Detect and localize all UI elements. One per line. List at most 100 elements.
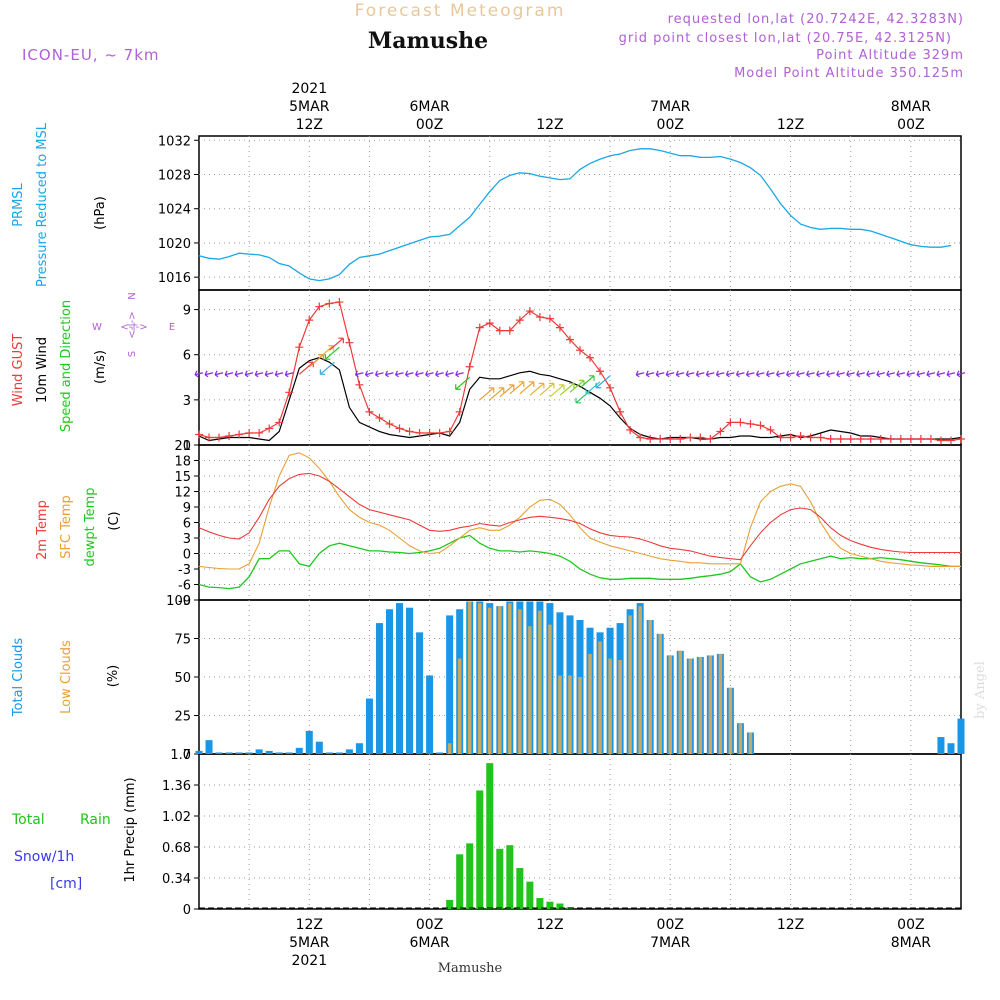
compass-south: S bbox=[127, 351, 138, 357]
total-cloud-bar bbox=[285, 752, 293, 754]
total-cloud-bar bbox=[235, 752, 243, 754]
active-wind-arrow bbox=[549, 384, 565, 398]
y-tick-label: 1.7 bbox=[170, 748, 191, 763]
gust-marker bbox=[555, 323, 564, 332]
total-cloud-bar bbox=[345, 749, 353, 754]
low-cloud-bar bbox=[588, 653, 592, 754]
wind-direction-arrow bbox=[394, 370, 404, 378]
y-tick-label: 0 bbox=[183, 439, 191, 454]
wind-direction-arrow bbox=[224, 370, 234, 378]
wind-direction-arrow bbox=[284, 370, 294, 378]
time-axis-labels: 2021 5MAR 12Z 6MAR 00Z 12Z 7MAR 00Z 12Z 8MAR 00Z 12… bbox=[289, 81, 931, 969]
low-cloud-bar bbox=[558, 675, 562, 754]
bottom-location: Mamushe bbox=[438, 961, 503, 976]
total-cloud-bar bbox=[406, 607, 414, 754]
gust-marker bbox=[515, 316, 524, 325]
active-wind-arrow bbox=[529, 382, 545, 396]
precip-labels: Total Rain Snow/1h [cm] 1hr Precip (mm) bbox=[11, 777, 138, 892]
low-cloud-bar bbox=[688, 658, 693, 754]
top-time-label: 6MAR bbox=[409, 99, 450, 115]
requested-coords: requested lon,lat (20.7242E, 42.3283N) bbox=[668, 12, 964, 27]
snow-label: Snow/1h bbox=[14, 849, 74, 865]
y-tick-label: 100 bbox=[166, 594, 191, 609]
gust-marker bbox=[576, 346, 584, 355]
total-cloud-bar bbox=[255, 749, 263, 754]
gust-marker bbox=[926, 434, 935, 443]
bottom-time-label: 00Z bbox=[657, 917, 684, 933]
gust-marker bbox=[886, 434, 895, 443]
gust-marker bbox=[586, 353, 595, 362]
gust-label: Wind GUST bbox=[11, 334, 26, 407]
pressure-labels: PRMSL Pressure Reduced to MSL (hPa) bbox=[11, 122, 108, 287]
gust-marker bbox=[475, 323, 484, 332]
wind-direction-arrow bbox=[755, 370, 765, 378]
wind-direction-arrow bbox=[916, 370, 926, 378]
cloud-unit: (%) bbox=[106, 665, 121, 688]
gust-marker bbox=[565, 335, 574, 344]
y-tick-label: 25 bbox=[174, 710, 191, 725]
tick-labels: 101610201024102810320369-9-6-30369121518… bbox=[158, 134, 191, 918]
series-layer bbox=[194, 148, 966, 909]
gust-marker bbox=[495, 326, 504, 335]
y-tick-label: 0.34 bbox=[162, 872, 191, 887]
y-tick-label: 9 bbox=[183, 501, 191, 516]
gust-marker bbox=[215, 433, 224, 442]
gust-marker bbox=[856, 434, 865, 443]
wind-direction-arrow bbox=[896, 370, 905, 378]
sfc-label: SFC Temp bbox=[59, 495, 74, 559]
rain-bar bbox=[556, 903, 564, 909]
wind-direction-arrow bbox=[364, 370, 374, 378]
gust-marker bbox=[235, 430, 244, 439]
low-cloud-bar bbox=[708, 655, 713, 754]
wind-unit: (m/s) bbox=[93, 350, 108, 384]
rain-bar bbox=[476, 790, 484, 909]
total-cloud-bar bbox=[225, 752, 233, 754]
gust-marker bbox=[245, 428, 254, 437]
pressure-unit: (hPa) bbox=[93, 196, 108, 230]
wind-direction-arrow bbox=[445, 370, 454, 378]
compass-east: E bbox=[169, 322, 175, 333]
precip-panel-frame bbox=[198, 753, 962, 910]
gust-marker bbox=[906, 434, 915, 443]
bottom-time-label: 7MAR bbox=[650, 935, 691, 951]
top-time-label: 5MAR bbox=[289, 99, 330, 115]
active-wind-arrow bbox=[489, 387, 505, 401]
wind-direction-arrow bbox=[425, 370, 434, 378]
bottom-time-label: 12Z bbox=[536, 917, 563, 933]
wind-direction-arrow bbox=[274, 370, 284, 378]
gust-marker bbox=[395, 424, 404, 433]
top-time-label: 2021 bbox=[291, 81, 327, 97]
total-cloud-bar bbox=[957, 718, 965, 754]
low-cloud-bar bbox=[738, 723, 743, 754]
active-wind-arrow bbox=[595, 375, 611, 389]
gust-marker bbox=[666, 434, 675, 443]
pressure-line bbox=[198, 148, 952, 282]
wind-direction-arrow bbox=[796, 370, 805, 378]
rain-bar bbox=[546, 901, 554, 909]
gust-marker bbox=[656, 434, 665, 443]
bottom-time-label: 6MAR bbox=[409, 935, 450, 951]
wind-direction-arrow bbox=[946, 370, 956, 378]
gust-marker bbox=[846, 434, 855, 443]
active-wind-arrow bbox=[499, 384, 515, 398]
location-title: Mamushe bbox=[368, 28, 488, 54]
temp2m-line bbox=[198, 472, 961, 561]
gust-marker bbox=[195, 430, 203, 439]
gust-marker bbox=[726, 418, 735, 427]
low-cloud-bar bbox=[678, 650, 683, 754]
total-cloud-bar bbox=[416, 632, 424, 754]
rain-bar bbox=[506, 845, 514, 909]
wind-direction-arrow bbox=[204, 370, 214, 378]
bottom-time-label: 00Z bbox=[416, 917, 443, 933]
low-cloud-bar bbox=[568, 675, 572, 754]
y-tick-label: 0 bbox=[183, 548, 191, 563]
y-tick-label: 0 bbox=[183, 748, 191, 763]
wind-direction-arrow bbox=[806, 370, 815, 378]
low-cloud-bar bbox=[488, 607, 492, 754]
low-cloud-bar bbox=[457, 658, 462, 754]
dewpt-label: dewpt Temp bbox=[83, 487, 98, 566]
model-altitude: Model Point Altitude 350.125m bbox=[734, 66, 964, 81]
low-cloud-bar bbox=[467, 601, 472, 754]
rain-bar bbox=[526, 881, 534, 909]
gust-marker bbox=[756, 421, 765, 430]
